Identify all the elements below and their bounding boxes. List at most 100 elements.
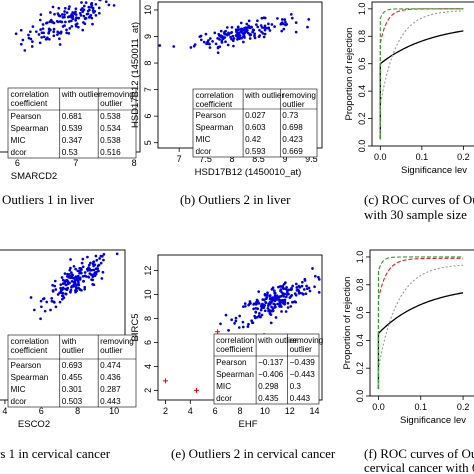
data-point: [98, 257, 101, 260]
data-point: [217, 34, 221, 38]
table-cell: 0.681: [62, 112, 83, 121]
table-cell: Pearson: [216, 358, 247, 367]
y-tick-label: 0.2: [357, 112, 367, 125]
data-point: [219, 322, 222, 326]
data-point: [264, 301, 267, 304]
y-axis-label: BIRC5: [130, 314, 141, 342]
table-cell: 0.603: [245, 123, 266, 132]
x-axis-label: HSD17B12 (1450010_at): [195, 167, 302, 178]
data-point: [79, 14, 83, 17]
data-point: [74, 7, 78, 11]
data-point: [257, 35, 261, 39]
data-point: [274, 316, 278, 319]
data-point: [27, 36, 31, 40]
data-point: [19, 28, 23, 32]
x-tick-label: 7: [177, 154, 182, 164]
caption-p3b: with 30 sample size: [364, 207, 467, 222]
data-point: [64, 292, 68, 296]
data-point: [263, 309, 267, 313]
data-point: [70, 19, 73, 23]
data-point: [57, 6, 61, 10]
data-point: [37, 33, 41, 36]
data-point: [97, 6, 101, 10]
data-point: [38, 18, 42, 22]
data-point: [58, 300, 62, 304]
table-header: correlation coefficient: [11, 337, 50, 355]
data-point: [99, 261, 103, 265]
y-tick-label: 0.4: [355, 334, 365, 347]
data-point: [284, 295, 288, 299]
data-point: [69, 290, 72, 294]
data-point: [41, 27, 45, 31]
data-point: [69, 266, 72, 270]
roc-curve: [377, 257, 464, 390]
data-point: [76, 283, 80, 286]
data-point: [236, 25, 240, 29]
table-frame: [213, 333, 320, 405]
data-point: [230, 25, 234, 29]
data-point: [107, 3, 111, 7]
roc-curve: [377, 292, 464, 390]
data-point: [216, 36, 219, 40]
data-point: [266, 307, 270, 310]
table-header: correlation coefficient: [195, 91, 234, 109]
y-tick-label: 0.6: [357, 57, 367, 70]
x-axis-label: EHF: [239, 419, 258, 430]
data-point: [280, 18, 284, 21]
data-point: [84, 275, 88, 278]
x-tick-label: 0.2: [457, 402, 470, 412]
y-tick-label: 1.0: [357, 3, 367, 16]
table-cell: −0.443: [290, 370, 316, 379]
data-point: [101, 270, 105, 274]
x-tick-label: 0.0: [374, 152, 387, 162]
data-point: [82, 8, 86, 12]
data-point: [282, 27, 286, 31]
outlier-point: [194, 387, 200, 393]
data-point: [229, 35, 232, 39]
table-header: with outlier: [61, 90, 101, 99]
data-point: [305, 284, 308, 288]
table-cell: 0.474: [100, 361, 121, 370]
data-point: [289, 12, 293, 16]
y-tick-label: 1.0: [355, 251, 365, 264]
data-point: [98, 0, 101, 1]
data-point: [317, 275, 320, 279]
data-point: [67, 32, 71, 35]
table-cell: Pearson: [195, 111, 226, 120]
data-point: [60, 276, 64, 279]
data-point: [97, 263, 101, 267]
data-point: [64, 287, 67, 291]
data-point: [281, 293, 285, 297]
x-tick-label: 10: [109, 406, 119, 416]
data-point: [87, 16, 91, 19]
roc-curve: [379, 8, 464, 140]
data-point: [270, 305, 273, 309]
data-point: [253, 36, 257, 40]
y-axis-label: Proportion of rejection: [342, 277, 353, 370]
data-point: [41, 23, 45, 26]
data-point: [262, 26, 266, 30]
data-point: [256, 19, 259, 23]
data-point: [248, 33, 252, 37]
data-point: [247, 19, 251, 23]
data-point: [77, 16, 81, 20]
data-point: [224, 313, 228, 317]
data-point: [63, 6, 67, 10]
data-point: [252, 307, 256, 311]
data-point: [252, 303, 255, 306]
data-point: [61, 294, 65, 298]
data-point: [239, 21, 243, 25]
data-point: [259, 24, 263, 27]
data-point: [248, 37, 252, 40]
data-point: [242, 40, 245, 44]
data-point: [211, 40, 214, 43]
data-point: [102, 258, 105, 262]
data-point: [227, 329, 230, 332]
panel-p1: 6 7 8 SMARCD2 correlation coefficient with out…: [0, 0, 141, 182]
data-point: [58, 20, 62, 23]
data-point: [288, 296, 292, 299]
data-point: [57, 14, 61, 17]
table-cell: 0.455: [62, 373, 83, 382]
data-point: [51, 283, 54, 287]
